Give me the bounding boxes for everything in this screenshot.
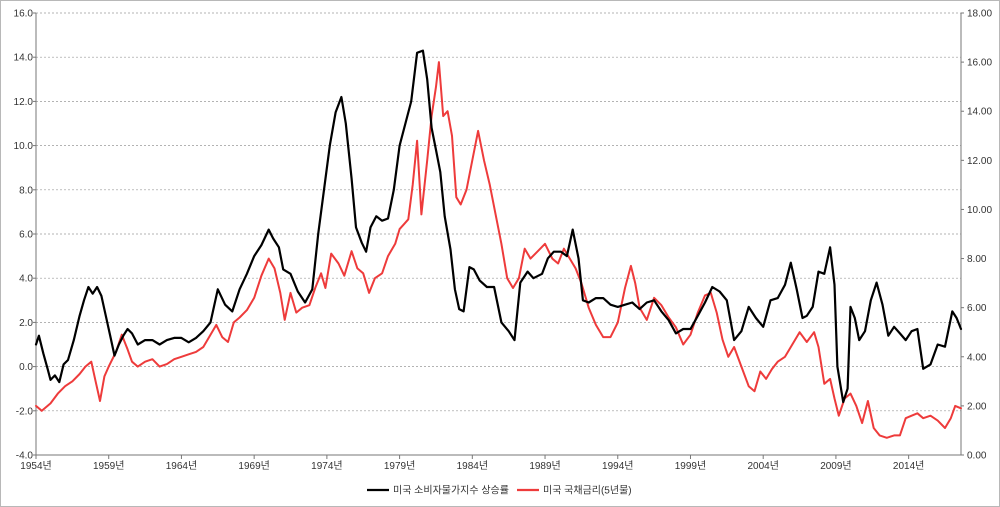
x-tick-label: 1994년 <box>602 460 633 472</box>
right-tick-label: 8.00 <box>967 254 987 265</box>
right-tick-label: 0.00 <box>967 451 987 462</box>
x-tick-label: 1984년 <box>457 460 488 472</box>
left-axis-ticks: -4.0 -2.0 0.0 2.0 4.0 6.0 8.0 10.0 12.0 14.0 16.0 <box>14 9 36 462</box>
series-line-cpi <box>34 49 963 404</box>
left-tick-label: 0.0 <box>19 362 33 373</box>
right-tick-label: 2.00 <box>967 401 987 412</box>
left-tick-label: -4.0 <box>16 451 34 462</box>
series-lines <box>34 49 963 439</box>
legend-label: 미국 국채금리(5년물) <box>543 485 632 497</box>
x-axis-ticks: 1954년 1959년 1964년 1969년 1974년 1979년 1984년 1989년… <box>20 455 924 472</box>
right-tick-label: 4.00 <box>967 352 987 363</box>
x-tick-label: 1989년 <box>529 460 560 472</box>
right-axis-ticks: 0.00 2.00 4.00 6.00 8.00 10.00 12.00 14.00 16.00… <box>961 9 992 462</box>
left-tick-label: 8.0 <box>19 185 33 196</box>
right-tick-label: 14.00 <box>967 107 992 118</box>
x-tick-label: 2009년 <box>820 460 851 472</box>
right-tick-label: 6.00 <box>967 303 987 314</box>
series-line-treasury <box>35 61 962 439</box>
x-tick-label: 2014년 <box>893 460 924 472</box>
left-tick-label: 6.0 <box>19 230 33 241</box>
x-tick-label: 2004년 <box>747 460 778 472</box>
legend-label: 미국 소비자물가지수 상승률 <box>393 485 509 497</box>
x-tick-label: 1954년 <box>20 460 51 472</box>
right-tick-label: 18.00 <box>967 9 992 20</box>
legend: 미국 소비자물가지수 상승률 미국 국채금리(5년물) <box>367 485 632 497</box>
left-tick-label: 4.0 <box>19 274 33 285</box>
left-tick-label: 16.0 <box>14 9 34 20</box>
left-tick-label: 10.0 <box>14 141 34 152</box>
x-tick-label: 1979년 <box>384 460 415 472</box>
left-tick-label: 14.0 <box>14 53 34 64</box>
x-tick-label: 1969년 <box>238 460 269 472</box>
left-tick-label: 2.0 <box>19 318 33 329</box>
x-tick-label: 1974년 <box>311 460 342 472</box>
x-tick-label: 1999년 <box>675 460 706 472</box>
x-tick-label: 1964년 <box>166 460 197 472</box>
left-tick-label: 12.0 <box>14 97 34 108</box>
right-tick-label: 16.00 <box>967 58 992 69</box>
right-tick-label: 12.00 <box>967 156 992 167</box>
x-tick-label: 1959년 <box>93 460 124 472</box>
right-tick-label: 10.00 <box>967 205 992 216</box>
left-tick-label: -2.0 <box>16 406 34 417</box>
